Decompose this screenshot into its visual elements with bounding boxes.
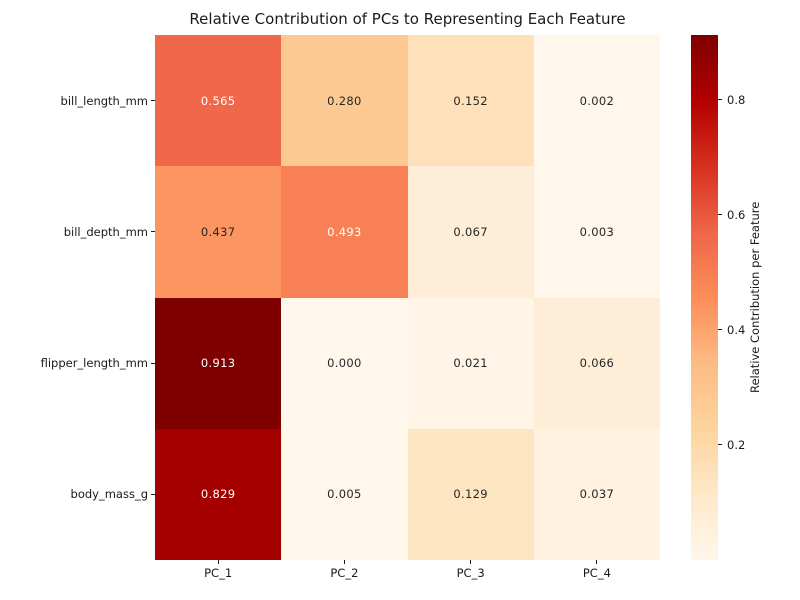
y-tick-mark [151, 362, 155, 364]
cell-value: 0.913 [200, 356, 236, 371]
row-label-text: body_mass_g [70, 487, 148, 502]
colorbar-axis-label: Relative Contribution per Feature [748, 201, 762, 394]
x-tick-mark [470, 560, 472, 564]
heatmap-cell-flipper_length_mm-PC_2: 0.000 [281, 297, 408, 429]
heatmap-cell-bill_depth_mm-PC_4: 0.003 [533, 166, 660, 298]
colorbar-tick-label: 0.2 [727, 437, 746, 452]
heatmap-cell-body_mass_g-PC_1: 0.829 [155, 428, 282, 560]
heatmap-cell-body_mass_g-PC_2: 0.005 [281, 428, 408, 560]
colorbar [691, 35, 718, 560]
col-label-text: PC_2 [330, 566, 359, 580]
heatmap-cell-bill_length_mm-PC_3: 0.152 [407, 35, 534, 167]
col-label-PC_3: PC_3 [408, 560, 534, 586]
cell-value: 0.067 [453, 224, 488, 239]
col-label-PC_1: PC_1 [155, 560, 281, 586]
x-tick-mark [343, 560, 345, 564]
y-tick-mark [151, 231, 155, 233]
y-tick-mark [151, 493, 155, 495]
colorbar-tick: 0.4 [718, 323, 745, 337]
heatmap-cell-body_mass_g-PC_4: 0.037 [533, 428, 660, 560]
colorbar-ticks: 0.2 0.4 0.6 0.8 [718, 35, 778, 560]
row-labels: bill_length_mm bill_depth_mm flipper_lengt… [0, 35, 155, 560]
col-label-text: PC_1 [204, 566, 233, 580]
heatmap-cell-flipper_length_mm-PC_3: 0.021 [407, 297, 534, 429]
x-tick-mark [596, 560, 598, 564]
heatmap-grid: 0.565 0.280 0.152 0.002 0.437 0.493 0.067 0.003… [155, 35, 660, 560]
colorbar-tick: 0.8 [718, 93, 745, 107]
heatmap-cell-bill_length_mm-PC_2: 0.280 [281, 35, 408, 167]
heatmap-cell-bill_depth_mm-PC_1: 0.437 [155, 166, 282, 298]
cell-value: 0.002 [579, 93, 615, 108]
y-tick-mark [151, 100, 155, 102]
colorbar-tick-label: 0.6 [727, 207, 746, 222]
chart-title: Relative Contribution of PCs to Represen… [189, 10, 626, 28]
cell-value: 0.152 [453, 93, 488, 108]
colorbar-tick: 0.2 [718, 438, 745, 452]
colorbar-tick: 0.6 [718, 208, 745, 222]
cell-value: 0.565 [200, 93, 236, 108]
row-label-text: bill_depth_mm [63, 224, 148, 239]
heatmap-cell-flipper_length_mm-PC_4: 0.066 [533, 297, 660, 429]
heatmap-cell-bill_length_mm-PC_4: 0.002 [533, 35, 660, 167]
colorbar-tick-mark [718, 99, 722, 101]
cell-value: 0.021 [453, 356, 488, 371]
cell-value: 0.066 [579, 356, 615, 371]
colorbar-tick-mark [718, 444, 722, 446]
col-label-PC_2: PC_2 [281, 560, 407, 586]
colorbar-tick-label: 0.4 [727, 322, 746, 337]
colorbar-tick-mark [718, 329, 722, 331]
colorbar-tick-mark [718, 214, 722, 216]
cell-value: 0.829 [200, 487, 236, 502]
colorbar-tick-label: 0.8 [727, 92, 746, 107]
heatmap-cell-bill_depth_mm-PC_3: 0.067 [407, 166, 534, 298]
heatmap-cell-bill_depth_mm-PC_2: 0.493 [281, 166, 408, 298]
row-label-text: flipper_length_mm [40, 356, 148, 371]
row-label-bill_depth_mm: bill_depth_mm [0, 166, 155, 297]
cell-value: 0.000 [327, 356, 362, 371]
heatmap-cell-body_mass_g-PC_3: 0.129 [407, 428, 534, 560]
row-label-flipper_length_mm: flipper_length_mm [0, 298, 155, 429]
cell-value: 0.129 [453, 487, 488, 502]
cell-value: 0.437 [200, 224, 236, 239]
col-label-text: PC_4 [582, 566, 611, 580]
cell-value: 0.037 [579, 487, 615, 502]
cell-value: 0.280 [327, 93, 362, 108]
heatmap-cell-bill_length_mm-PC_1: 0.565 [155, 35, 282, 167]
col-label-PC_4: PC_4 [534, 560, 660, 586]
cell-value: 0.003 [579, 224, 615, 239]
row-label-body_mass_g: body_mass_g [0, 429, 155, 560]
cell-value: 0.493 [327, 224, 362, 239]
col-labels: PC_1 PC_2 PC_3 PC_4 [155, 560, 660, 586]
row-label-text: bill_length_mm [60, 93, 148, 108]
row-label-bill_length_mm: bill_length_mm [0, 35, 155, 166]
cell-value: 0.005 [327, 487, 362, 502]
x-tick-mark [217, 560, 219, 564]
heatmap-cell-flipper_length_mm-PC_1: 0.913 [155, 297, 282, 429]
col-label-text: PC_3 [456, 566, 485, 580]
